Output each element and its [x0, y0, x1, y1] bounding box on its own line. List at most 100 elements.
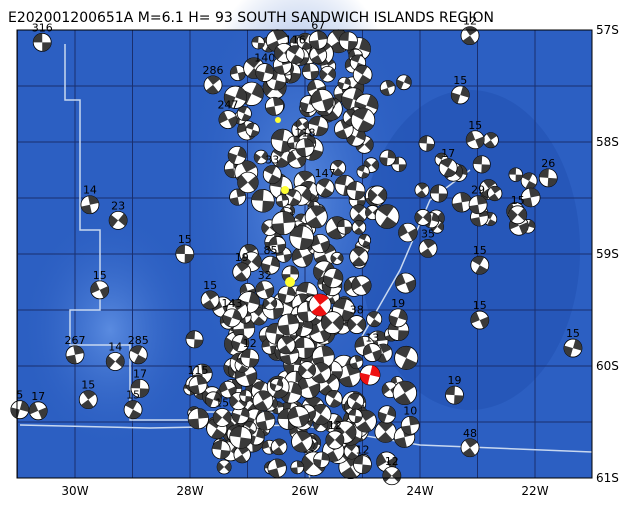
ball-quadrant — [332, 298, 355, 321]
ball-quadrant — [311, 89, 334, 112]
ball-quadrant — [293, 317, 313, 337]
event-label: 143 — [221, 297, 242, 310]
beachball — [255, 280, 275, 300]
beachball — [338, 31, 358, 51]
ball-quadrant — [233, 317, 255, 340]
beachball — [460, 26, 480, 45]
beachball — [379, 149, 396, 167]
ball-quadrant — [230, 65, 246, 81]
ball-quadrant — [288, 406, 310, 427]
beachball — [237, 171, 259, 194]
ball-quadrant — [323, 268, 343, 288]
ball-quadrant — [254, 151, 268, 163]
beachball — [216, 459, 232, 475]
ball-quadrant — [269, 236, 286, 253]
beachball — [563, 338, 583, 358]
beachball — [205, 391, 222, 408]
event-label: 17 — [441, 147, 455, 160]
ball-quadrant — [185, 330, 204, 348]
event-label: 48 — [463, 427, 477, 440]
ball-quadrant — [189, 376, 207, 395]
ball-quadrant — [326, 390, 342, 408]
ball-quadrant — [306, 205, 326, 228]
ball-quadrant — [251, 36, 265, 49]
ball-quadrant — [508, 208, 527, 222]
ball-quadrant — [452, 192, 472, 213]
ball-quadrant — [451, 86, 470, 104]
ball-quadrant — [440, 158, 456, 177]
ball-quadrant — [338, 364, 360, 387]
ball-quadrant — [351, 277, 372, 294]
ball-quadrant — [380, 80, 395, 96]
ball-quadrant — [341, 88, 365, 111]
ball-quadrant — [276, 194, 289, 207]
ball-quadrant — [462, 26, 478, 45]
event-label: 285 — [128, 334, 149, 347]
event-label: 14 — [83, 184, 97, 197]
beachball — [418, 135, 435, 152]
beachball — [229, 65, 246, 82]
beachball — [262, 165, 282, 184]
beachball — [90, 280, 110, 300]
ball-quadrant — [394, 381, 415, 405]
ball-quadrant — [10, 400, 29, 419]
beachball — [268, 236, 287, 254]
beachball — [325, 390, 343, 408]
beachball — [218, 110, 238, 129]
ball-quadrant — [314, 243, 336, 266]
ball-quadrant — [289, 225, 314, 250]
beachball — [175, 244, 195, 264]
ball-quadrant — [338, 77, 351, 90]
ball-quadrant — [312, 362, 330, 383]
ball-quadrant — [244, 421, 256, 435]
ball-quadrant — [217, 462, 232, 472]
event-label: 12 — [328, 419, 342, 432]
event-label: 15 — [215, 397, 229, 410]
event-label: 13 — [365, 332, 379, 345]
ball-quadrant — [267, 29, 288, 52]
beachball — [429, 184, 448, 203]
event-label: 5 — [16, 389, 23, 402]
ball-quadrant — [224, 86, 247, 108]
ball-quadrant — [247, 428, 265, 445]
beachball — [304, 205, 328, 229]
beachball — [482, 132, 499, 149]
title: E202001200651A M=6.1 H= 93 SOUTH SANDWIC… — [8, 10, 494, 26]
event-label: 15 — [126, 389, 140, 402]
ball-quadrant — [395, 346, 417, 370]
lon-label: 28W — [176, 484, 203, 498]
ball-quadrant — [521, 188, 540, 207]
ball-quadrant — [445, 386, 464, 405]
beachball — [438, 158, 458, 178]
ball-quadrant — [319, 68, 336, 81]
event-label: 85 — [264, 244, 278, 257]
beachball — [353, 455, 372, 474]
event-label: 12 — [385, 455, 399, 468]
ball-quadrant — [354, 65, 371, 85]
ball-quadrant — [175, 245, 194, 263]
ball-quadrant — [347, 318, 366, 332]
ball-quadrant — [323, 415, 343, 432]
beachball — [80, 195, 100, 215]
beachball — [414, 182, 430, 198]
beachball — [308, 30, 328, 50]
ball-quadrant — [473, 155, 491, 173]
beachball — [470, 255, 490, 275]
event-label: 17 — [133, 367, 147, 380]
event-label: 140 — [254, 52, 275, 65]
event-label: 32 — [258, 269, 272, 282]
event-label: 15 — [468, 119, 482, 132]
beachball — [351, 275, 372, 296]
beachball — [396, 74, 412, 91]
ball-quadrant — [240, 349, 259, 368]
ball-quadrant — [313, 262, 335, 281]
ball-quadrant — [205, 392, 222, 408]
event-label: 15 — [511, 194, 525, 207]
beachball — [330, 159, 346, 176]
event-label: 12 — [463, 15, 477, 28]
beachball — [291, 246, 313, 268]
ball-quadrant — [312, 345, 335, 368]
beachball — [520, 187, 541, 208]
beachball — [290, 460, 305, 475]
beachball — [358, 233, 372, 247]
